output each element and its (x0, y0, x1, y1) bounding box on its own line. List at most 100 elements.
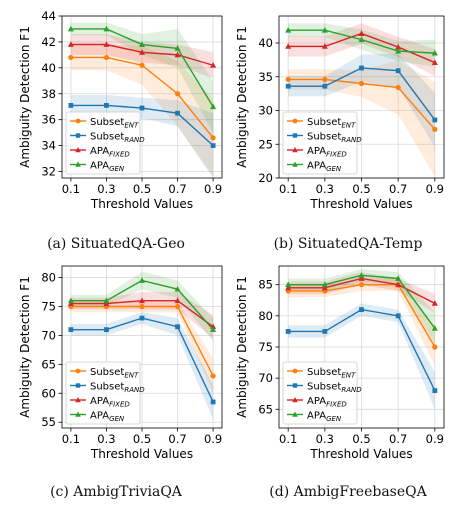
point-apa_fixed (67, 300, 74, 307)
legend-label-apa_fixed: APAFIXED (307, 146, 347, 159)
band-subset_ent (70, 44, 214, 177)
chart-panel-3: 0.1 0.3 0.5 0.7 0.9 65 70 75 80 85 Threshold Value… (235, 265, 445, 461)
point-apa_gen (431, 49, 438, 56)
point-subset_rand (322, 83, 328, 89)
x-tick-label: 0.3 (97, 432, 115, 446)
legend-marker (292, 383, 298, 388)
legend-marker (75, 368, 81, 374)
point-apa_fixed (210, 62, 217, 68)
y-tick-label: 70 (41, 328, 56, 342)
band-subset_ent (70, 300, 214, 394)
point-subset_rand (359, 65, 364, 71)
point-apa_gen (358, 272, 365, 278)
point-apa_fixed (431, 300, 438, 306)
y-tick-label: 65 (258, 402, 273, 416)
point-apa_gen (285, 26, 292, 33)
point-subset_ent (139, 303, 145, 310)
y-tick-label: 80 (41, 271, 56, 285)
legend-marker (75, 397, 81, 403)
legend-box (282, 111, 358, 175)
x-tick-label: 0.9 (204, 182, 222, 196)
x-tick-label: 0.7 (389, 182, 407, 196)
y-tick-label: 38 (41, 87, 56, 101)
x-tick-label: 0.1 (62, 182, 80, 196)
point-subset_ent (139, 62, 145, 68)
point-apa_gen (139, 277, 145, 283)
point-subset_ent (358, 282, 365, 288)
point-subset_ent (358, 80, 365, 87)
caption-b: (b) SituatedQA-Temp (273, 236, 423, 252)
legend-box (65, 111, 141, 175)
legend-marker (292, 397, 298, 403)
y-tick-label: 32 (41, 165, 56, 179)
chart-panel-2: 0.1 0.3 0.5 0.7 0.9 55 60 65 70 75 80 Threshold Val… (18, 265, 223, 461)
y-tick-label: 20 (258, 171, 273, 185)
legend-label-apa_gen: APAGEN (307, 411, 342, 424)
y-tick-label: 75 (258, 340, 273, 354)
point-subset_rand (395, 313, 401, 319)
legend-box (65, 361, 141, 425)
legend-label-apa_gen: APAGEN (90, 411, 125, 424)
point-apa_gen (174, 285, 181, 292)
y-tick-label: 36 (41, 113, 56, 127)
legend-label-apa_gen: APAGEN (307, 161, 342, 174)
point-apa_gen (358, 36, 365, 43)
point-subset_rand (210, 399, 216, 405)
point-apa_fixed (174, 297, 181, 304)
point-apa_gen (431, 325, 438, 331)
y-tick-label: 40 (41, 61, 56, 75)
x-tick-label: 0.1 (279, 182, 297, 196)
point-apa_fixed (431, 59, 438, 65)
y-tick-label: 42 (41, 35, 56, 49)
x-tick-label: 0.3 (97, 182, 115, 196)
caption-d: (d) AmbigFreebaseQA (269, 484, 427, 500)
point-subset_rand (432, 117, 438, 123)
y-tick-label: 40 (258, 36, 273, 50)
x-tick-label: 0.7 (168, 432, 186, 446)
point-subset_ent (174, 303, 181, 310)
y-tick-label: 75 (41, 300, 56, 314)
point-subset_ent (210, 135, 216, 141)
legend-label-subset_ent: SubsetENT (90, 367, 139, 380)
x-tick-label: 0.1 (279, 432, 297, 446)
point-apa_fixed (395, 281, 402, 288)
caption-a: (a) SituatedQA-Geo (47, 236, 185, 252)
x-tick-label: 0.3 (316, 432, 334, 446)
x-tick-label: 0.9 (426, 182, 444, 196)
point-subset_rand (359, 307, 364, 313)
point-subset_ent (210, 373, 216, 379)
x-tick-label: 0.5 (352, 182, 370, 196)
legend-label-subset_ent: SubsetENT (307, 367, 356, 380)
x-axis-label: Threshold Values (90, 197, 193, 211)
legend-marker (75, 383, 81, 388)
point-subset_rand (68, 327, 74, 333)
y-axis-label: Ambiguity Detection F1 (18, 276, 32, 418)
point-apa_fixed (285, 43, 292, 49)
y-tick-label: 85 (258, 278, 273, 292)
point-apa_fixed (358, 275, 365, 281)
point-apa_gen (285, 281, 292, 288)
point-apa_gen (174, 45, 181, 51)
point-subset_rand (210, 143, 216, 148)
x-tick-label: 0.5 (352, 432, 370, 446)
x-tick-label: 0.3 (316, 182, 334, 196)
chart-panel-0: 0.1 0.3 0.5 0.7 0.9 32 34 36 38 40 42 44 Threshold V… (18, 9, 223, 211)
legend-marker (75, 118, 81, 124)
point-apa_fixed (103, 41, 110, 47)
y-tick-label: 30 (258, 104, 273, 118)
point-subset_ent (103, 54, 110, 61)
point-subset_ent (174, 91, 181, 97)
legend-marker (292, 161, 298, 167)
legend-marker (75, 161, 81, 167)
x-axis-label: Threshold Values (309, 197, 412, 211)
y-tick-label: 65 (41, 357, 56, 371)
legend-label-subset_rand: SubsetRAND (307, 382, 362, 395)
y-tick-label: 70 (258, 371, 273, 385)
point-subset_ent (395, 84, 401, 91)
chart-panel-1: 0.1 0.3 0.5 0.7 0.9 20 25 30 35 40 Threshold Value… (235, 15, 445, 211)
point-apa_gen (321, 26, 328, 33)
point-subset_rand (322, 329, 328, 334)
point-subset_ent (68, 54, 74, 61)
legend-marker (292, 147, 298, 153)
